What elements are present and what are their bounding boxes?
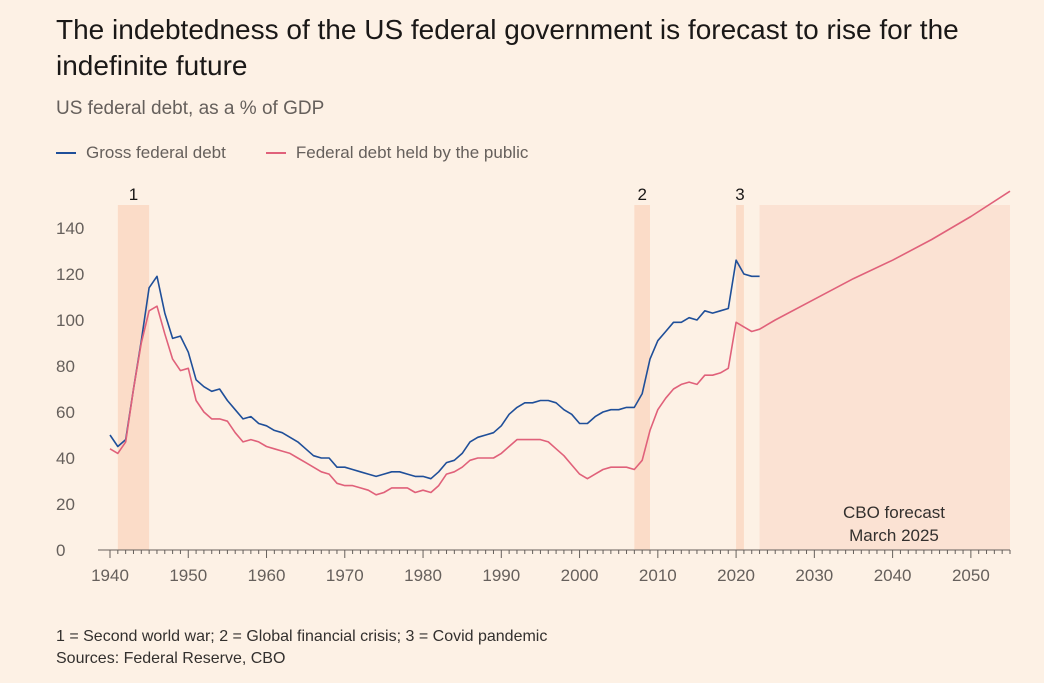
x-tick-label: 2020 [717,566,755,585]
x-tick-label: 1940 [91,566,129,585]
footnote-block: 1 = Second world war; 2 = Global financi… [56,626,547,670]
x-tick-label: 1960 [248,566,286,585]
period-label-3: 3 [735,185,744,204]
legend-label-public: Federal debt held by the public [295,143,529,162]
gross-federal-debt-line [109,259,760,480]
source-text: Sources: Federal Reserve, CBO [56,650,286,667]
x-tick-label: 1950 [169,566,207,585]
chart-subtitle: US federal debt, as a % of GDP [56,98,325,119]
series-lines [109,190,1011,496]
shaded-period-3 [736,205,744,550]
y-tick-label: 100 [56,311,84,330]
legend: Gross federal debt Federal debt held by … [56,143,528,163]
forecast-label-line2: March 2025 [849,526,939,545]
forecast-label-line1: CBO forecast [843,503,945,522]
x-tick-label: 2040 [874,566,912,585]
y-tick-label: 80 [56,357,75,376]
footnote-text: 1 = Second world war; 2 = Global financi… [56,628,548,645]
chart-title: The indebtedness of the US federal gover… [56,14,959,81]
legend-label-gross: Gross federal debt [86,143,226,162]
forecast-region [759,205,1010,550]
x-tick-label: 2010 [639,566,677,585]
legend-swatch-gross [56,152,76,154]
x-tick-label: 1980 [404,566,442,585]
x-tick-label: 1990 [482,566,520,585]
period-label-2: 2 [637,185,646,204]
legend-item-public: Federal debt held by the public [265,143,529,163]
period-label-1: 1 [129,185,138,204]
x-tick-label: 2000 [561,566,599,585]
shaded-periods: 1 2 3 [117,185,1010,550]
y-tick-label: 120 [56,265,84,284]
shaded-period-2 [634,205,650,550]
public-debt-line [109,190,1011,496]
y-tick-label: 40 [56,449,75,468]
y-tick-label: 60 [56,403,75,422]
x-tick-label: 1970 [326,566,364,585]
y-tick-label: 20 [56,495,75,514]
x-tick-label: 2030 [795,566,833,585]
x-tick-label: 2050 [952,566,990,585]
shaded-period-1 [117,205,150,550]
y-tick-label: 140 [56,219,84,238]
y-tick-label: 0 [56,541,65,560]
legend-item-gross: Gross federal debt [56,143,226,163]
legend-swatch-public [265,152,286,154]
